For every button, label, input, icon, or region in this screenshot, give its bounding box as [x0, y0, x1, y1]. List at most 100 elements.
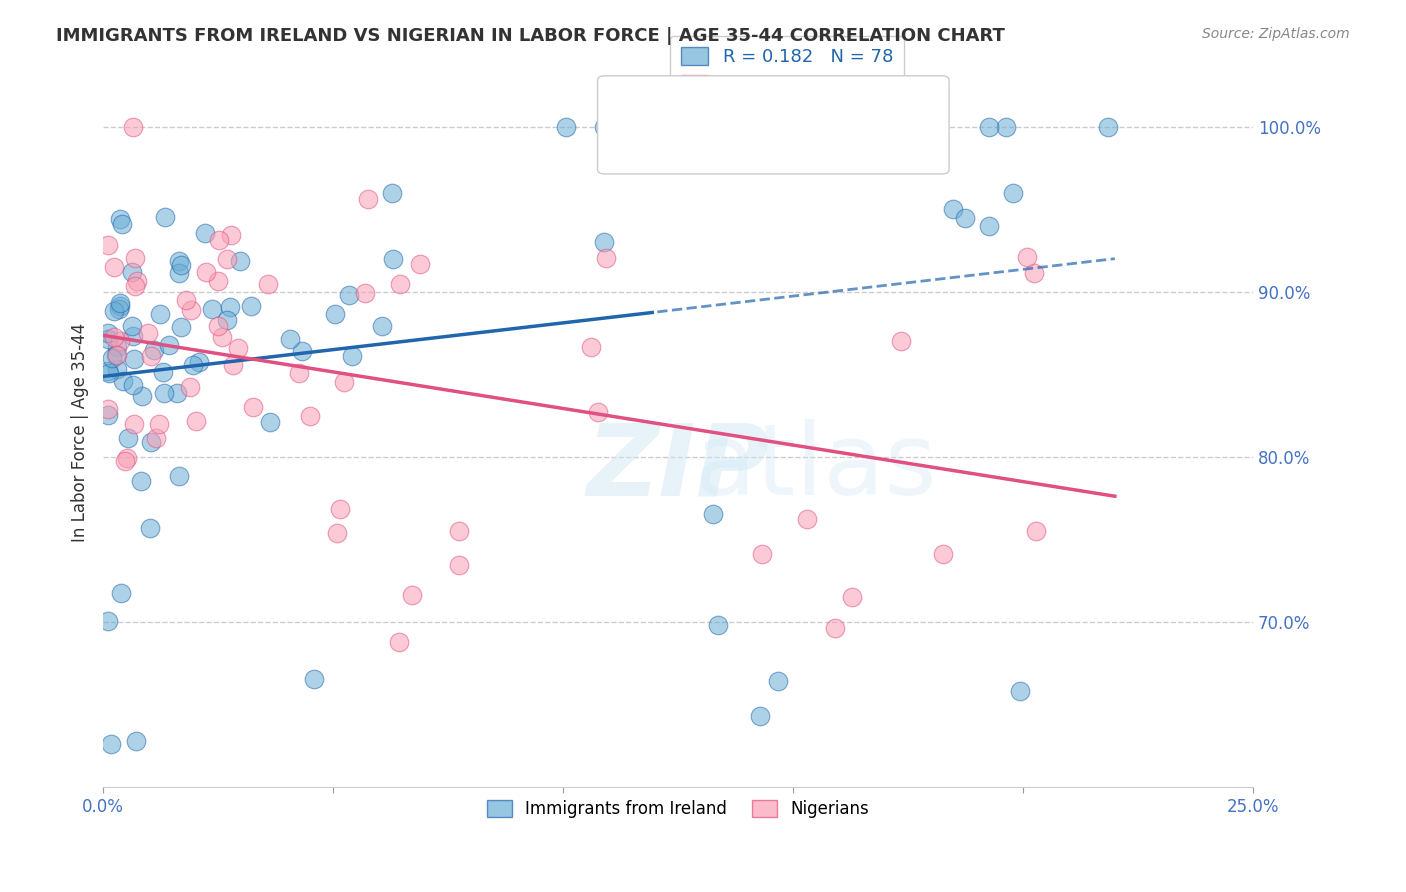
Nigerians: [333, 375, 356, 389]
Nigerians: [357, 192, 380, 206]
Immigrants from Ireland: [117, 431, 139, 445]
Immigrants from Ireland: [122, 329, 145, 343]
Nigerians: [217, 252, 239, 266]
Immigrants from Ireland: [170, 319, 193, 334]
Nigerians: [108, 334, 131, 349]
Nigerians: [287, 366, 309, 380]
Immigrants from Ireland: [100, 738, 122, 752]
Immigrants from Ireland: [167, 253, 190, 268]
Immigrants from Ireland: [141, 434, 163, 449]
Legend: Immigrants from Ireland, Nigerians: Immigrants from Ireland, Nigerians: [481, 794, 876, 825]
Nigerians: [103, 260, 125, 275]
Immigrants from Ireland: [1010, 684, 1032, 698]
Nigerians: [1025, 524, 1047, 538]
Immigrants from Ireland: [942, 202, 965, 217]
Immigrants from Ireland: [153, 210, 176, 224]
Nigerians: [186, 414, 208, 428]
Nigerians: [148, 417, 170, 432]
Nigerians: [124, 251, 146, 265]
Immigrants from Ireland: [766, 673, 789, 688]
Y-axis label: In Labor Force | Age 35-44: In Labor Force | Age 35-44: [72, 323, 89, 541]
Immigrants from Ireland: [149, 307, 172, 321]
Immigrants from Ireland: [142, 343, 165, 357]
Nigerians: [586, 404, 609, 418]
Immigrants from Ireland: [302, 672, 325, 686]
Immigrants from Ireland: [219, 300, 242, 314]
Nigerians: [207, 318, 229, 333]
Immigrants from Ireland: [121, 319, 143, 334]
Nigerians: [595, 251, 617, 265]
Immigrants from Ireland: [131, 389, 153, 403]
Nigerians: [824, 620, 846, 634]
Nigerians: [1015, 250, 1038, 264]
Nigerians: [409, 257, 432, 271]
Nigerians: [103, 330, 125, 344]
Immigrants from Ireland: [851, 120, 873, 134]
Immigrants from Ireland: [181, 358, 204, 372]
Nigerians: [388, 634, 411, 648]
Immigrants from Ireland: [593, 120, 616, 134]
Nigerians: [226, 341, 249, 355]
Immigrants from Ireland: [125, 733, 148, 747]
Immigrants from Ireland: [187, 355, 209, 369]
Nigerians: [401, 588, 423, 602]
Nigerians: [242, 400, 264, 414]
Nigerians: [136, 326, 159, 340]
Nigerians: [211, 330, 233, 344]
Immigrants from Ireland: [97, 615, 120, 629]
Nigerians: [121, 120, 143, 134]
Immigrants from Ireland: [108, 212, 131, 227]
Nigerians: [127, 274, 149, 288]
Immigrants from Ireland: [707, 618, 730, 632]
Immigrants from Ireland: [97, 326, 120, 340]
Immigrants from Ireland: [382, 252, 405, 266]
Immigrants from Ireland: [259, 415, 281, 429]
Immigrants from Ireland: [955, 211, 977, 225]
Text: IMMIGRANTS FROM IRELAND VS NIGERIAN IN LABOR FORCE | AGE 35-44 CORRELATION CHART: IMMIGRANTS FROM IRELAND VS NIGERIAN IN L…: [56, 27, 1005, 45]
Immigrants from Ireland: [702, 508, 724, 522]
Nigerians: [97, 238, 120, 252]
Nigerians: [447, 558, 470, 573]
Immigrants from Ireland: [229, 254, 252, 268]
Nigerians: [222, 358, 245, 372]
Immigrants from Ireland: [97, 332, 120, 346]
Immigrants from Ireland: [108, 300, 131, 314]
Text: ZIP: ZIP: [586, 419, 769, 516]
Immigrants from Ireland: [105, 362, 128, 376]
Immigrants from Ireland: [994, 120, 1017, 134]
Immigrants from Ireland: [748, 709, 770, 723]
Text: Source: ZipAtlas.com: Source: ZipAtlas.com: [1202, 27, 1350, 41]
Nigerians: [257, 277, 280, 292]
Nigerians: [194, 265, 217, 279]
Immigrants from Ireland: [215, 313, 238, 327]
Nigerians: [751, 547, 773, 561]
Immigrants from Ireland: [325, 307, 347, 321]
Nigerians: [145, 431, 167, 445]
Nigerians: [207, 233, 229, 247]
Immigrants from Ireland: [337, 288, 360, 302]
Nigerians: [174, 293, 197, 308]
Immigrants from Ireland: [201, 301, 224, 316]
Immigrants from Ireland: [977, 219, 1000, 233]
Immigrants from Ireland: [110, 586, 132, 600]
Nigerians: [221, 228, 243, 243]
Immigrants from Ireland: [1002, 186, 1025, 200]
Immigrants from Ireland: [97, 409, 120, 423]
Nigerians: [115, 450, 138, 465]
Immigrants from Ireland: [122, 378, 145, 392]
Nigerians: [139, 349, 162, 363]
Immigrants from Ireland: [111, 374, 134, 388]
Nigerians: [353, 285, 375, 300]
Immigrants from Ireland: [194, 226, 217, 240]
Immigrants from Ireland: [1097, 120, 1119, 134]
Immigrants from Ireland: [103, 304, 125, 318]
Nigerians: [97, 401, 120, 416]
Nigerians: [114, 454, 136, 468]
Nigerians: [207, 274, 229, 288]
Nigerians: [841, 590, 863, 604]
Immigrants from Ireland: [371, 319, 394, 334]
Immigrants from Ireland: [97, 366, 120, 380]
Nigerians: [179, 380, 201, 394]
Nigerians: [579, 340, 602, 354]
Immigrants from Ireland: [592, 235, 614, 250]
